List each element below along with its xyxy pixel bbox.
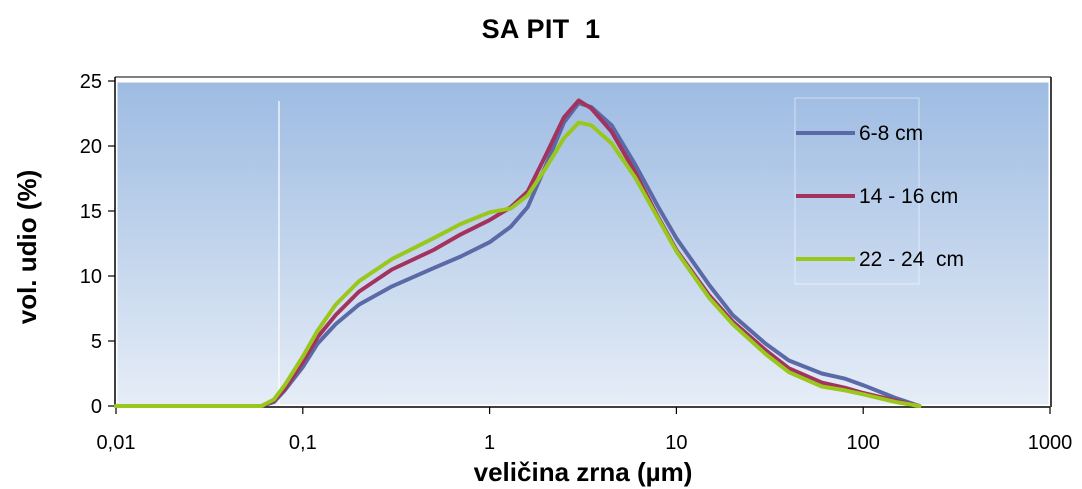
y-axis-title: vol. udio (%): [12, 170, 42, 325]
y-tick-label: 10: [80, 266, 102, 288]
chart-title: SA PIT 1: [481, 14, 601, 44]
x-axis-title: veličina zrna (µm): [474, 457, 693, 487]
series-line: [114, 98, 922, 408]
series-line: [114, 120, 922, 408]
legend-label: 6-8 cm: [859, 122, 923, 145]
y-axis-ticks: 0 5 10 15 20 25: [80, 71, 115, 418]
legend-box: [794, 97, 920, 285]
x-tick-label: 1000: [1028, 432, 1073, 454]
y-tick-label: 5: [91, 331, 102, 353]
y-tick-label: 20: [80, 136, 102, 158]
legend-label: 22 - 24 cm: [859, 248, 964, 271]
x-tick-label: 0,1: [289, 432, 317, 454]
series-line: [114, 101, 922, 408]
y-tick-label: 0: [91, 396, 102, 418]
plot-inner-border: [114, 79, 1052, 408]
x-tick-label: 0,01: [97, 432, 136, 454]
plot-background: [116, 81, 1050, 406]
x-axis-ticks: 0,01 0,1 1 10 100 1000: [97, 407, 1073, 454]
legend: 6-8 cm 14 - 16 cm 22 - 24 cm: [794, 97, 964, 285]
x-tick-label: 1: [484, 432, 495, 454]
legend-label: 14 - 16 cm: [859, 185, 958, 208]
plot-area: [114, 76, 1052, 408]
series-layer: [114, 98, 922, 408]
y-tick-label: 15: [80, 201, 102, 223]
x-tick-label: 100: [847, 432, 880, 454]
x-tick-label: 10: [665, 432, 687, 454]
y-tick-label: 25: [80, 71, 102, 93]
